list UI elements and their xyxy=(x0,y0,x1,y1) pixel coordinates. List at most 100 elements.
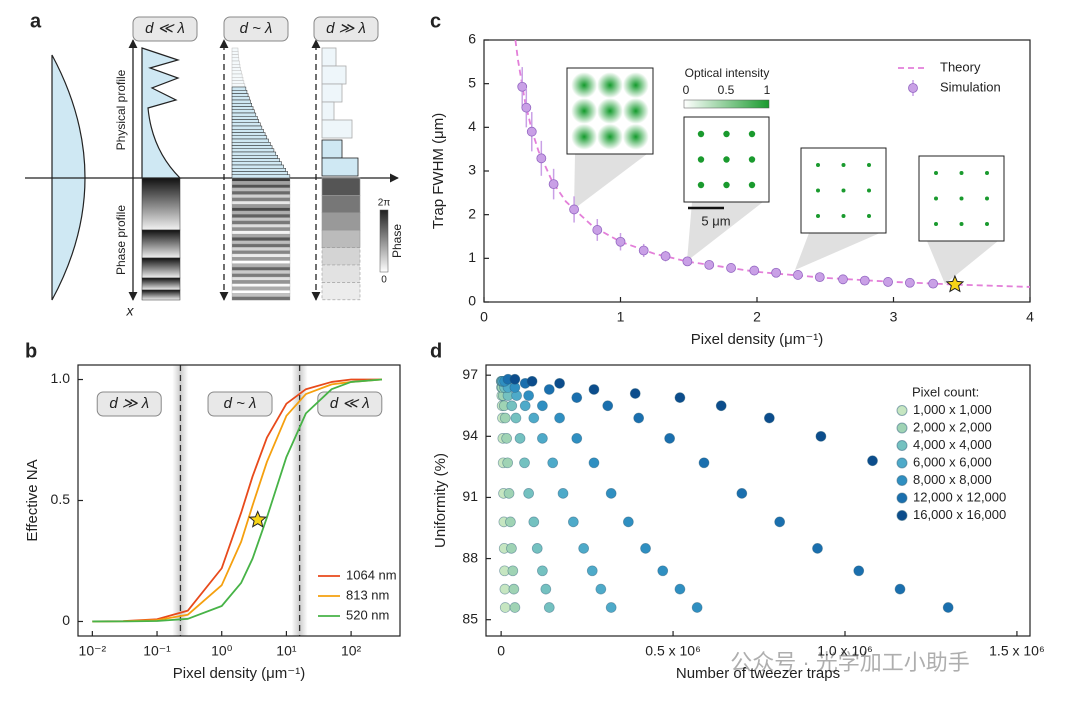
y-axis-label: Effective NA xyxy=(24,459,41,541)
plot-area xyxy=(495,373,954,613)
inset-spot xyxy=(571,98,598,124)
data-point xyxy=(586,565,598,577)
pixel-bar xyxy=(231,86,247,91)
y-tick-label: 88 xyxy=(462,549,478,565)
pixel-block xyxy=(321,47,337,67)
pixel-bar xyxy=(231,83,246,88)
inset-spot xyxy=(841,214,846,218)
pixel-bar xyxy=(231,47,239,52)
phase-bar xyxy=(231,250,291,255)
pixel-bar xyxy=(231,151,277,156)
pixel-bar xyxy=(231,142,271,146)
data-point xyxy=(537,400,548,412)
phase-bar xyxy=(231,217,291,222)
legend-label: 12,000 x 12,000 xyxy=(913,489,1006,504)
x-tick-label: 4 xyxy=(1026,309,1034,325)
panel-label: c xyxy=(430,10,441,32)
data-point xyxy=(602,400,614,412)
inset-spot xyxy=(959,222,964,226)
legend-label: 8,000 x 8,000 xyxy=(913,472,992,487)
inset-spot xyxy=(816,214,820,218)
inset-spot xyxy=(723,181,730,189)
phase-bar xyxy=(231,224,291,228)
colorbar-min: 0 xyxy=(381,275,387,286)
data-point xyxy=(763,412,775,424)
regime-label: d ~ λ xyxy=(240,20,273,37)
data-point xyxy=(660,251,671,262)
data-point xyxy=(774,516,786,528)
pixel-bar xyxy=(231,73,243,78)
phase-segment xyxy=(141,289,181,301)
inset-wedge xyxy=(795,233,880,270)
data-point xyxy=(638,245,649,256)
inset-spot xyxy=(985,171,989,175)
inset-spot xyxy=(985,196,989,201)
data-point xyxy=(523,488,534,499)
data-point xyxy=(537,433,548,444)
x-axis-label: Pixel density (μm⁻¹) xyxy=(691,331,823,348)
data-point xyxy=(715,400,727,412)
pixel-bar xyxy=(231,116,258,120)
phase-bar xyxy=(231,227,291,231)
legend-swatch xyxy=(896,492,908,504)
pixel-bar xyxy=(231,90,248,94)
data-point xyxy=(499,412,511,424)
data-point xyxy=(736,488,748,499)
inset-spot xyxy=(934,222,938,226)
data-point xyxy=(682,256,693,267)
inset-wedge xyxy=(687,202,763,261)
data-point xyxy=(506,400,518,412)
data-point xyxy=(578,543,590,554)
phase-bar xyxy=(231,293,291,297)
pixel-bar xyxy=(231,129,264,133)
data-point xyxy=(815,430,827,442)
inset-spot xyxy=(867,163,871,167)
data-line xyxy=(92,378,383,623)
phase-bar xyxy=(231,177,291,182)
region-box xyxy=(96,391,162,417)
region-label: d ≫ λ xyxy=(109,395,149,412)
colorbar xyxy=(683,99,770,109)
colorbar-max: 2π xyxy=(378,198,391,209)
pixel-bar xyxy=(231,99,251,104)
x-tick-label: 2 xyxy=(753,309,761,325)
y-tick-label: 3 xyxy=(468,162,476,178)
phase-bar xyxy=(231,263,291,268)
x-tick-label: 3 xyxy=(890,309,898,325)
highlight-star xyxy=(248,510,268,528)
data-point xyxy=(664,433,675,444)
data-point xyxy=(506,543,517,554)
inset-spot xyxy=(934,171,938,175)
legend-swatch xyxy=(908,83,918,93)
inset-spot xyxy=(816,163,820,167)
colorbar-tick-label: 0.5 xyxy=(718,83,735,97)
y-tick-label: 91 xyxy=(462,488,478,504)
regime-box xyxy=(132,16,198,42)
watermark: 公众号 · 光学加工小助手 xyxy=(730,650,970,675)
data-point xyxy=(528,516,540,528)
legend-label: 16,000 x 16,000 xyxy=(913,507,1006,522)
pixel-bar xyxy=(231,135,268,140)
y-tick-label: 85 xyxy=(462,610,478,626)
phase-bar xyxy=(231,207,291,212)
phase-bar xyxy=(231,230,291,235)
phase-bar xyxy=(231,237,291,241)
phase-bar xyxy=(231,273,291,278)
y-tick-label: 1.0 xyxy=(51,370,71,386)
inset-spot xyxy=(867,214,871,218)
pixel-bar xyxy=(231,132,266,136)
phase-block xyxy=(321,264,361,283)
panel-label: a xyxy=(30,10,42,32)
phase-bar xyxy=(231,210,291,215)
legend-label: 6,000 x 6,000 xyxy=(913,454,992,469)
data-point xyxy=(508,583,520,595)
pixel-bar xyxy=(231,96,250,101)
pixel-block xyxy=(321,83,343,103)
scale-bar-label: 5 μm xyxy=(701,213,730,228)
inset-spot xyxy=(748,181,756,189)
phase-block xyxy=(321,212,361,231)
data-point xyxy=(523,390,534,401)
pixel-bar xyxy=(231,145,273,149)
data-point xyxy=(536,153,547,164)
phase-bar xyxy=(231,286,291,291)
